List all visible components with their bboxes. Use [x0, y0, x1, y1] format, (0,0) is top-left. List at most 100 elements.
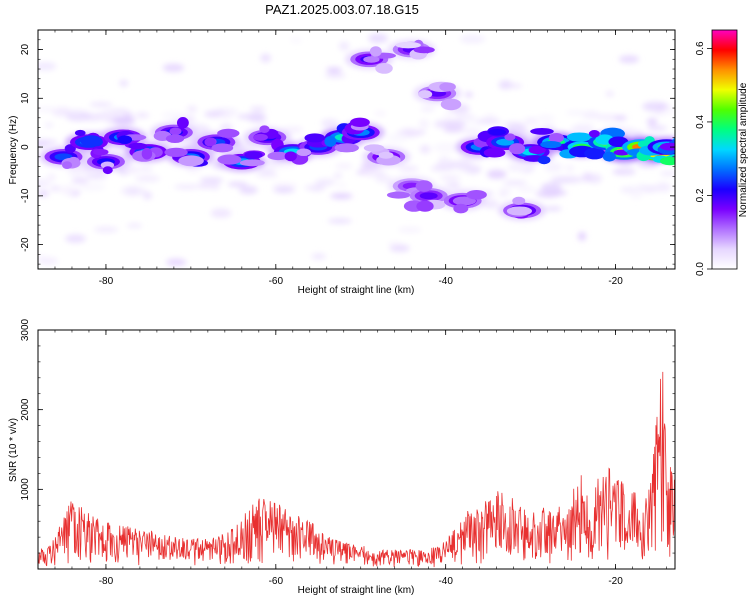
heatmap-cell [420, 106, 435, 112]
heatmap-cell [464, 91, 473, 98]
heatmap-cell [219, 124, 233, 130]
heatmap-cell [333, 173, 343, 179]
heatmap-cell [418, 90, 433, 99]
heatmap-cell [378, 151, 394, 159]
heatmap-cell [237, 114, 256, 120]
heatmap-cell [176, 117, 189, 129]
heatmap-cell [373, 169, 386, 177]
heatmap-cell [126, 186, 140, 196]
heatmap-cell [74, 129, 86, 137]
heatmap-cell [661, 107, 675, 115]
heatmap-cell [174, 184, 200, 190]
heatmap-cell [89, 102, 113, 107]
heatmap-cell [102, 166, 113, 175]
heatmap-cell [304, 133, 326, 143]
heatmap-cell [169, 127, 182, 136]
colorbar-label: Normalized spectral amplitude [738, 82, 749, 217]
heatmap-cell [364, 170, 378, 177]
heatmap-cell [506, 206, 533, 216]
heatmap-cell [419, 145, 431, 154]
heatmap-cell [324, 136, 337, 147]
heatmap-cores [44, 39, 675, 219]
heatmap-cell [528, 145, 546, 155]
x-tick-label: -80 [99, 276, 114, 287]
colorbar: 0.0 0.2 0.4 0.6 Normalized spectral amplitu… [695, 29, 749, 276]
heatmap-cell [253, 133, 268, 141]
heatmap-cell [272, 186, 296, 193]
heatmap-cell [142, 191, 153, 200]
x-tick-label: -40 [438, 576, 453, 587]
heatmap-cell [62, 161, 73, 170]
heatmap-cell [134, 175, 161, 183]
y-tick-label: -10 [20, 188, 31, 203]
heatmap-cell [537, 114, 555, 123]
heatmap-cell [79, 182, 106, 192]
heatmap-cell [655, 182, 671, 193]
heatmap-cell [550, 176, 573, 184]
heatmap-cell [618, 55, 640, 64]
heatmap-cell [338, 41, 350, 51]
heatmap-cell [506, 124, 527, 135]
heatmap-cell [210, 208, 232, 218]
colorbar-tick-label: 0.6 [695, 41, 706, 55]
heatmap-cell [418, 118, 430, 129]
heatmap-cell [442, 119, 467, 129]
heatmap-cell [506, 83, 523, 89]
heatmap-cell [646, 117, 658, 126]
heatmap-cell [622, 162, 632, 172]
heatmap-cell [504, 133, 516, 141]
heatmap-cell [541, 182, 562, 193]
heatmap-cell [217, 128, 240, 138]
heatmap-cell [38, 139, 58, 145]
heatmap-cell [217, 154, 242, 165]
heatmap-cell [453, 203, 469, 214]
heatmap-cell [93, 148, 109, 156]
heatmap-cell [112, 116, 136, 126]
heatmap-cell [517, 186, 537, 192]
colorbar-tick-label: 0.0 [695, 262, 706, 276]
heatmap-cell [62, 109, 89, 115]
heatmap-cell [544, 162, 563, 172]
heatmap-cell [38, 190, 50, 197]
snr-y-label: SNR (10 * v/v) [8, 418, 19, 482]
heatmap-cell [488, 128, 507, 136]
heatmap-cell [164, 147, 188, 158]
heatmap-cell [217, 113, 234, 120]
heatmap-cell [165, 258, 187, 267]
heatmap-cell [79, 135, 103, 147]
heatmap-cell [523, 117, 539, 126]
spectrogram-y-label: Frequency (Hz) [8, 116, 19, 185]
heatmap-cell [415, 180, 433, 192]
spectrogram-y-ticks: -20 -10 0 10 20 [20, 29, 675, 265]
heatmap-cell [262, 158, 285, 166]
heatmap-cell [238, 185, 258, 195]
heatmap-cell [602, 151, 616, 162]
heatmap-cell [584, 147, 606, 160]
heatmap-cell [375, 62, 393, 74]
x-tick-label: -40 [438, 276, 453, 287]
heatmap-cell [334, 143, 359, 153]
colorbar-ticks: 0.0 0.2 0.4 0.6 [695, 41, 712, 276]
colorbar-gradient [711, 29, 738, 270]
snr-panel: -80 -60 -40 -20 1000 2000 3000 Height of stra… [8, 318, 676, 596]
heatmap-cell [588, 130, 600, 138]
heatmap-cell [498, 189, 509, 198]
y-tick-label: 1000 [20, 478, 31, 501]
heatmap-cell [439, 82, 456, 92]
heatmap-cell [389, 244, 410, 252]
heatmap-cell [290, 37, 303, 44]
heatmap-cell [244, 151, 263, 159]
heatmap-cell [594, 114, 620, 121]
heatmap-cell [466, 189, 487, 200]
heatmap-cell [486, 169, 507, 179]
heatmap-cell [123, 166, 140, 174]
heatmap-cell [119, 80, 129, 87]
heatmap-cell [162, 63, 185, 72]
heatmap-marks [38, 33, 675, 267]
heatmap-cell [165, 134, 185, 143]
heatmap-cell [395, 41, 421, 49]
heatmap-cell [544, 206, 562, 211]
heatmap-cell [67, 167, 85, 177]
heatmap-cell [196, 183, 216, 189]
heatmap-cell [566, 132, 592, 142]
